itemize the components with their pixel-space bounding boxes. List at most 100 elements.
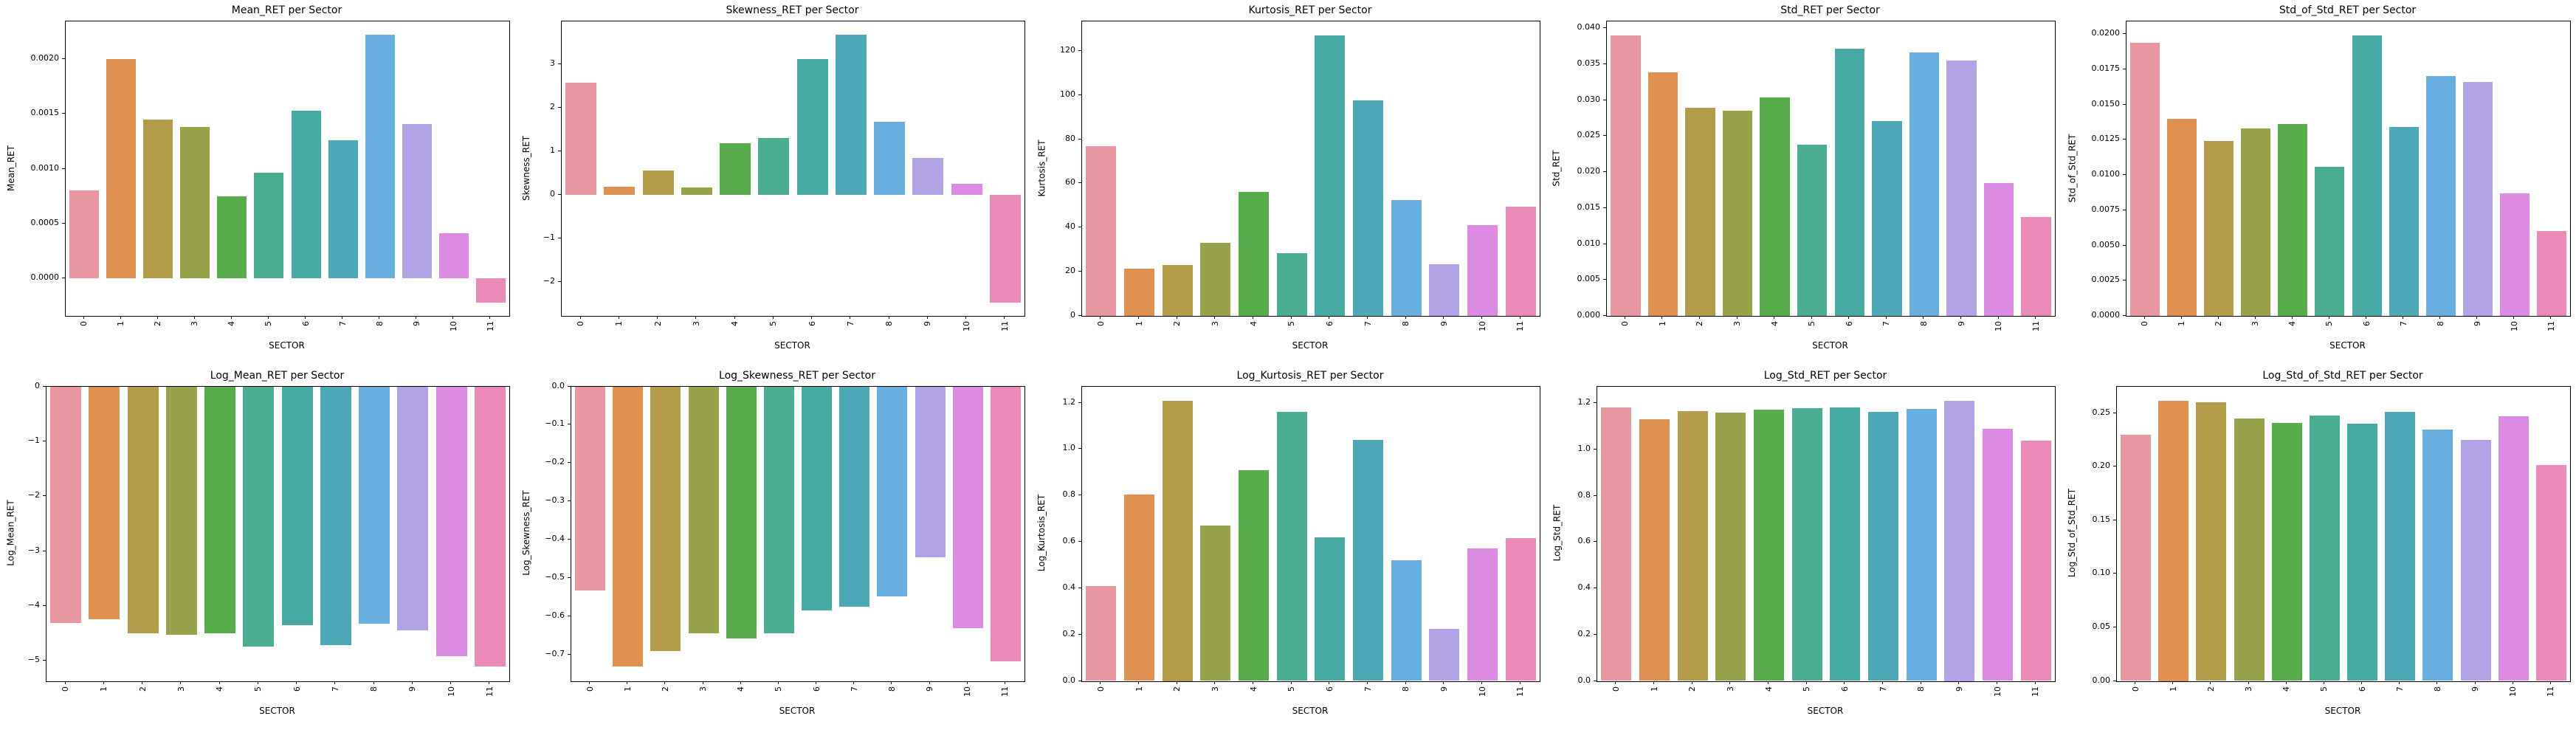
x-tick-mark — [579, 316, 581, 319]
x-axis-label: SECTOR — [779, 705, 816, 716]
y-axis-label-wrap: Mean_RET — [6, 21, 16, 315]
bar-sector-0 — [1611, 35, 1641, 316]
x-tick-mark — [450, 681, 452, 684]
x-tick-mark — [373, 681, 374, 684]
bar-sector-1 — [1647, 72, 1678, 316]
x-tick-mark — [2180, 316, 2182, 319]
x-tick-mark — [1729, 681, 1731, 684]
chart-title: Skewness_RET per Sector — [726, 4, 859, 16]
y-tick-mark — [1603, 27, 1606, 29]
x-tick-label: 2 — [137, 686, 148, 692]
x-axis-label: SECTOR — [1807, 705, 1844, 716]
y-tick-mark — [43, 385, 46, 387]
plot-area — [65, 21, 510, 317]
x-tick-mark — [695, 316, 697, 319]
x-tick-label: 3 — [190, 321, 200, 326]
y-tick-label: 0 — [35, 380, 40, 390]
bar-sector-7 — [1872, 120, 1902, 316]
y-tick-label: 0.25 — [2092, 407, 2111, 417]
bar-sector-3 — [2241, 128, 2271, 316]
y-tick-label: 0.2 — [1577, 628, 1591, 638]
y-tick-mark — [558, 107, 561, 109]
bar-sector-7 — [320, 386, 351, 645]
x-tick-label: 4 — [1763, 686, 1774, 692]
bar-sector-1 — [1123, 268, 1155, 316]
x-tick-label: 1 — [614, 321, 624, 326]
bar-sector-0 — [2121, 434, 2152, 681]
y-tick-mark — [568, 539, 571, 540]
y-tick-mark — [568, 385, 571, 387]
x-tick-mark — [2034, 681, 2036, 684]
y-tick-label: 1.0 — [1577, 443, 1591, 453]
x-tick-label: 5 — [264, 321, 274, 326]
x-tick-label: 0 — [585, 686, 595, 692]
chart-title: Std_RET per Sector — [1780, 4, 1880, 16]
bar-sector-5 — [1791, 407, 1822, 681]
x-tick-label: 8 — [2432, 686, 2442, 692]
y-tick-mark — [1078, 138, 1081, 140]
x-tick-mark — [83, 316, 84, 319]
y-tick-label: 0.0 — [1062, 675, 1076, 685]
x-tick-label: 3 — [1732, 321, 1743, 326]
bar-sector-0 — [1086, 145, 1117, 316]
bar-sector-3 — [180, 127, 210, 279]
x-tick-label: 1 — [1134, 686, 1144, 692]
bar-sector-9 — [402, 123, 432, 279]
bar-sector-0 — [1601, 407, 1632, 681]
x-tick-mark — [2172, 681, 2174, 684]
x-tick-mark — [1805, 681, 1807, 684]
y-tick-label: 20 — [1065, 266, 1075, 276]
bar-sector-2 — [1685, 108, 1715, 316]
x-tick-label: 9 — [411, 321, 421, 326]
x-tick-mark — [2436, 681, 2438, 684]
x-tick-label: 3 — [176, 686, 186, 692]
y-axis-label-wrap: Skewness_RET — [521, 21, 531, 315]
bar-sector-8 — [2422, 429, 2453, 681]
x-tick-mark — [2361, 681, 2363, 684]
bar-sector-8 — [874, 121, 906, 195]
bar-sector-10 — [951, 183, 982, 195]
bar-sector-7 — [2385, 412, 2416, 681]
plot-area — [2126, 21, 2571, 317]
x-tick-label: 9 — [1956, 321, 1966, 326]
y-tick-mark — [1078, 94, 1081, 95]
y-tick-label: 40 — [1065, 221, 1075, 232]
x-tick-label: 6 — [807, 321, 817, 326]
chart-mean-ret: Mean_RET per Sector 0.0000 0.0005 0.0010 0.0… — [0, 0, 515, 365]
x-tick-label: 3 — [2244, 686, 2254, 692]
y-tick-label: 2 — [550, 102, 555, 112]
y-tick-mark — [1594, 541, 1597, 543]
bar-sector-5 — [2309, 415, 2340, 681]
x-tick-label: 10 — [961, 321, 971, 331]
y-tick-label: 0.15 — [2092, 514, 2111, 524]
chart-kurtosis-ret: Kurtosis_RET per Sector 0 20 40 60 80 100 120 0 1… — [1030, 0, 1546, 365]
y-tick-label: 120 — [1060, 44, 1075, 55]
x-tick-mark — [1004, 316, 1005, 319]
x-tick-label: 3 — [2250, 321, 2261, 326]
bar-sector-8 — [1391, 560, 1422, 681]
x-tick-label: 1 — [99, 686, 109, 692]
x-tick-label: 9 — [407, 686, 418, 692]
x-tick-label: 6 — [300, 321, 311, 326]
x-tick-mark — [334, 681, 336, 684]
x-tick-mark — [926, 316, 928, 319]
plot-area — [46, 385, 510, 682]
y-tick-label: 0.0050 — [2091, 239, 2121, 249]
chart-title: Log_Std_of_Std_RET per Sector — [2262, 369, 2423, 382]
y-tick-mark — [2123, 103, 2126, 105]
y-tick-mark — [62, 58, 65, 59]
x-tick-label: 5 — [1287, 321, 1297, 326]
chart-title: Log_Mean_RET per Sector — [210, 369, 345, 382]
bar-sector-11 — [474, 386, 506, 667]
bar-sector-6 — [796, 59, 828, 195]
bar-sector-10 — [1983, 182, 2014, 316]
bar-sector-5 — [758, 137, 790, 195]
bar-sector-6 — [2352, 35, 2382, 316]
y-tick-label: 0.0005 — [30, 217, 60, 227]
y-tick-label: −2 — [27, 490, 40, 500]
bar-sector-0 — [50, 386, 82, 623]
y-tick-mark — [1078, 541, 1081, 543]
x-tick-mark — [772, 316, 774, 319]
x-tick-mark — [1367, 316, 1368, 319]
x-tick-mark — [1100, 681, 1101, 684]
